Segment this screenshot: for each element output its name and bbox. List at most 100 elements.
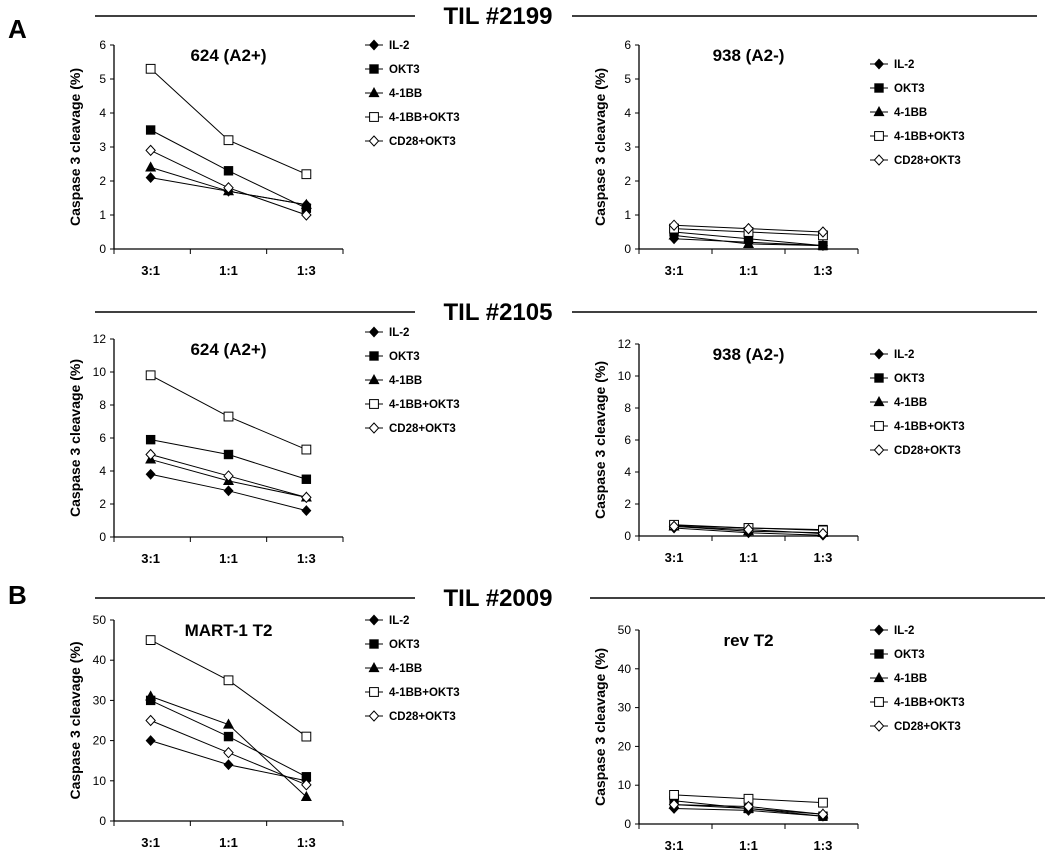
y-tick-label: 30: [93, 693, 107, 707]
data-point: [145, 125, 156, 135]
y-tick-label: 0: [624, 242, 631, 256]
data-point: [223, 746, 234, 759]
legend-entry: IL-2: [870, 624, 914, 637]
legend-entry: OKT3: [870, 373, 925, 385]
chart-title: rev T2: [723, 631, 773, 650]
legend-entry: OKT3: [870, 83, 925, 95]
x-tick-label: 1:3: [297, 551, 316, 566]
legend-label: 4-1BB: [389, 663, 422, 675]
data-point: [817, 239, 829, 250]
chart-title: 938 (A2-): [713, 46, 785, 65]
chart-title: MART-1 T2: [185, 621, 273, 640]
legend-entry: IL-2: [365, 614, 409, 627]
x-tick-label: 1:1: [739, 838, 758, 853]
data-point: [223, 731, 234, 742]
legend-marker: [369, 351, 379, 361]
legend-label: OKT3: [894, 373, 925, 385]
y-tick-label: 0: [624, 817, 631, 831]
y-tick-label: 20: [618, 739, 632, 753]
data-point: [301, 779, 312, 791]
data-point: [145, 690, 157, 701]
data-point: [743, 800, 754, 813]
legend-marker: [874, 83, 884, 93]
y-tick-label: 40: [93, 653, 107, 667]
chart-4: 0 2 4 6 8 10 12 3:1 1:1 1:3 Caspase 3 cleavage (%)…: [592, 337, 965, 565]
panel-label-a: A: [8, 14, 27, 44]
section-title: TIL #2009: [444, 585, 553, 612]
x-tick-label: 1:1: [219, 263, 238, 278]
y-tick-label: 5: [99, 72, 106, 86]
legend-marker: [368, 614, 380, 626]
y-tick-label: 0: [99, 242, 106, 256]
legend-label: OKT3: [894, 649, 925, 661]
data-point: [300, 198, 312, 209]
data-point: [301, 444, 312, 455]
data-point: [668, 229, 680, 240]
legend-marker: [368, 710, 380, 722]
legend-marker: [369, 399, 379, 409]
data-point: [223, 135, 234, 146]
data-point: [301, 474, 312, 484]
x-tick-label: 1:1: [219, 835, 238, 850]
data-point: [668, 520, 680, 533]
legend-marker: [368, 86, 380, 98]
x-tick-label: 1:3: [814, 550, 833, 565]
legend-label: CD28+OKT3: [389, 711, 456, 723]
series-okt3: [145, 434, 312, 484]
y-tick-label: 6: [624, 433, 631, 447]
legend-marker: [874, 373, 884, 383]
section-til-2199: TIL #2199: [95, 3, 1037, 30]
data-point: [742, 237, 755, 248]
legend-entry: CD28+OKT3: [365, 422, 456, 435]
data-point: [300, 790, 312, 801]
legend-marker: [873, 624, 885, 636]
data-point: [145, 714, 156, 727]
chart-1: 0 1 2 3 4 5 6 3:1 1:1 1:3 Caspase 3 cleavage (%) 62…: [67, 38, 460, 278]
legend-entry: CD28+OKT3: [365, 135, 456, 148]
y-tick-label: 3: [99, 140, 106, 154]
data-point: [669, 790, 679, 800]
series-line: [150, 68, 307, 175]
legend-marker: [368, 661, 380, 673]
legend-entry: CD28+OKT3: [870, 154, 961, 167]
legend-entry: 4-1BB: [870, 395, 927, 409]
legend-label: 4-1BB: [894, 397, 927, 409]
legend-marker: [369, 64, 379, 74]
x-tick-label: 3:1: [665, 550, 684, 565]
legend: IL-2 OKT3 4-1BB 4-1BB+OKT3 CD28+OKT3: [365, 614, 460, 723]
y-tick-label: 2: [99, 497, 106, 511]
legend-label: 4-1BB+OKT3: [389, 687, 460, 699]
legend-marker: [874, 649, 884, 659]
legend-entry: OKT3: [365, 64, 420, 76]
x-tick-label: 3:1: [141, 263, 160, 278]
y-tick-label: 2: [99, 174, 106, 188]
y-axis-label: Caspase 3 cleavage (%): [592, 648, 608, 806]
chart-5: 0 10 20 30 40 50 3:1 1:1 1:3 Caspase 3 cleavage (…: [67, 613, 460, 850]
data-point: [817, 808, 829, 821]
legend-entry: 4-1BB+OKT3: [870, 697, 965, 709]
x-tick-label: 1:3: [297, 835, 316, 850]
legend-entry: CD28+OKT3: [365, 710, 456, 723]
chart-title: 938 (A2-): [713, 345, 785, 364]
data-point: [817, 527, 829, 540]
x-tick-label: 1:3: [814, 263, 833, 278]
y-tick-label: 10: [93, 774, 107, 788]
legend-marker: [368, 373, 380, 385]
legend-label: 4-1BB: [389, 375, 422, 387]
y-tick-label: 10: [618, 778, 632, 792]
legend-label: CD28+OKT3: [894, 721, 961, 733]
data-point: [223, 449, 234, 460]
legend-marker: [369, 639, 379, 649]
legend-marker: [369, 687, 379, 697]
legend-label: IL-2: [894, 625, 914, 637]
series-4-1bb-okt3: [145, 63, 312, 180]
series-il-2: [145, 468, 312, 517]
series-4-1bb-okt3: [145, 635, 312, 742]
legend-label: 4-1BB+OKT3: [894, 131, 965, 143]
data-point: [818, 797, 828, 808]
legend-entry: CD28+OKT3: [870, 720, 961, 733]
series-cd28-okt3: [668, 219, 829, 238]
legend-entry: IL-2: [870, 348, 914, 361]
legend-label: 4-1BB+OKT3: [894, 421, 965, 433]
y-tick-label: 1: [624, 208, 631, 222]
